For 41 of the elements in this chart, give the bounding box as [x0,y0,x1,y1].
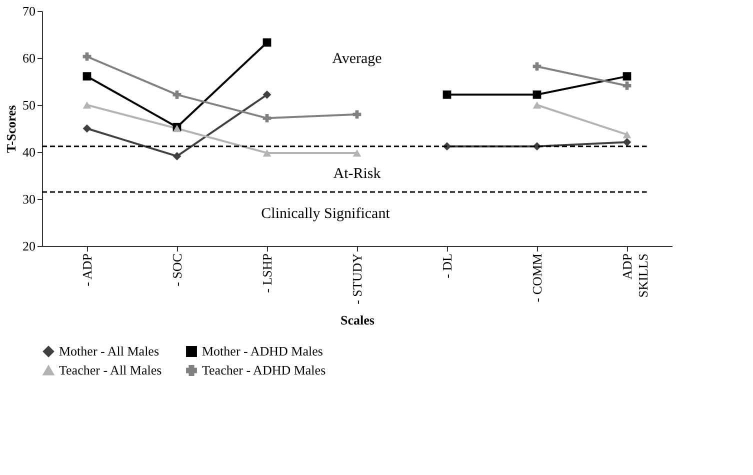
y-tick-label: 30 [22,192,36,206]
annotation: Clinically Significant [261,206,391,222]
legend-label: Mother - All Males [59,344,160,359]
x-tick-label: - DL [440,253,454,278]
point [262,114,272,122]
point [262,149,272,157]
point [622,138,632,146]
y-tick-label: 70 [22,4,36,18]
point [82,124,92,133]
x-tick-label: - LSHP [260,254,274,293]
point [352,110,362,119]
point [82,101,92,109]
x-tick-label: - STUDY [350,252,364,304]
x-tick-label: - SOC [170,254,184,286]
point [172,152,182,160]
legend-label: Mother - ADHD Males [202,344,323,359]
annotation: Average [332,51,382,67]
x-tick-label: ADP SKILLS [620,254,650,298]
point [442,90,452,99]
annotation: At-Risk [333,166,382,182]
point [622,72,632,81]
point [172,90,182,99]
y-tick-label: 60 [22,50,36,66]
point [532,90,542,99]
point [262,90,272,99]
y-tick-label: 20 [22,238,36,254]
y-axis-title: T-Scores [4,105,18,153]
point [352,149,362,157]
legend-label: Teacher - ADHD Males [202,362,326,378]
x-tick-label: - ADP [80,254,94,286]
x-axis-title: Scales [340,312,374,328]
y-tick-label: 40 [22,144,36,160]
point [532,101,542,109]
point [82,52,92,61]
x-tick-label: - COMM [530,253,544,302]
point [622,130,632,138]
point [622,82,632,90]
legend-label: Teacher - All Males [59,362,162,378]
point [82,72,92,81]
y-tick-label: 50 [22,98,36,112]
point [262,38,272,47]
